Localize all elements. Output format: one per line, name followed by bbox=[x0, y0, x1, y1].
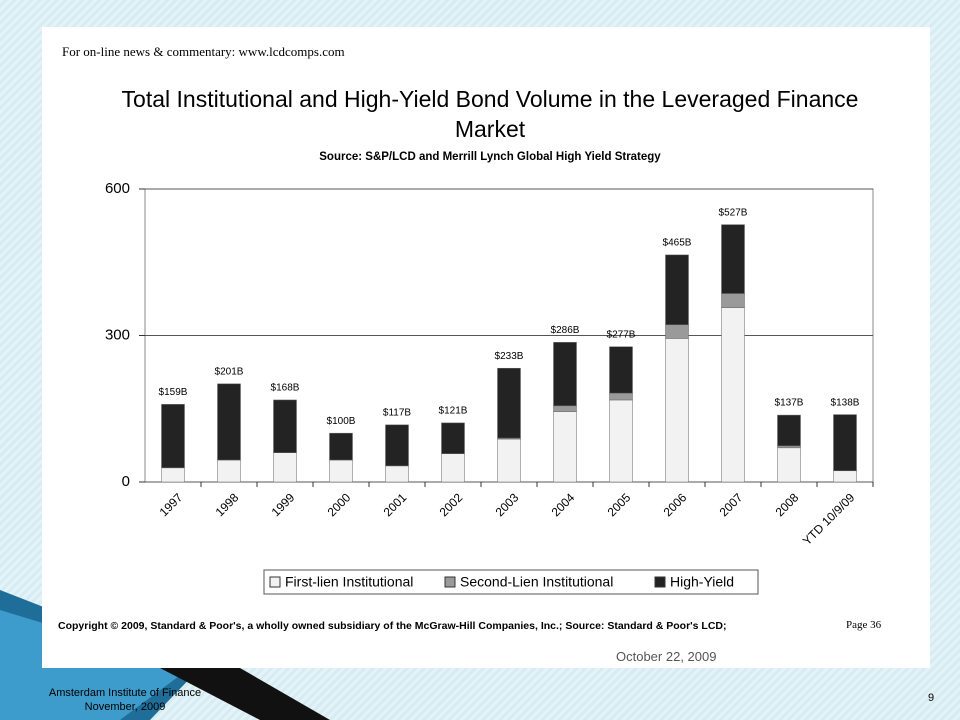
x-tick-label: YTD 10/9/09 bbox=[800, 490, 858, 548]
legend-swatch bbox=[654, 576, 666, 588]
bar-segment bbox=[441, 422, 465, 454]
legend-frame bbox=[263, 569, 759, 595]
x-tick-label: 1999 bbox=[269, 490, 298, 519]
total-label: $286B bbox=[551, 325, 580, 336]
total-label: $168B bbox=[271, 383, 300, 394]
bar-segment bbox=[385, 424, 409, 467]
chart-title: Total Institutional and High-Yield Bond … bbox=[121, 86, 859, 142]
legend-swatch bbox=[269, 576, 281, 588]
footer-line: November, 2009 bbox=[84, 701, 166, 713]
bar-segment bbox=[497, 438, 521, 483]
header-note: For on-line news & commentary: www.lcdco… bbox=[62, 44, 345, 59]
bar-segment bbox=[553, 342, 577, 407]
bar-segment bbox=[609, 399, 633, 483]
bar-segment bbox=[217, 383, 241, 461]
total-label: $100B bbox=[327, 416, 356, 427]
x-tick-label: 2008 bbox=[773, 490, 802, 519]
bar-segment bbox=[665, 254, 689, 326]
total-label: $527B bbox=[719, 207, 748, 218]
total-label: $121B bbox=[439, 406, 468, 417]
bar-segment bbox=[665, 338, 689, 483]
x-tick-label: 1997 bbox=[157, 490, 186, 519]
bar-segment bbox=[833, 414, 857, 472]
legend-label: First-lien Institutional bbox=[285, 574, 413, 590]
bar-segment bbox=[553, 405, 577, 412]
bar-segment bbox=[721, 293, 745, 308]
bar-segment bbox=[777, 414, 801, 447]
x-tick-label: 2006 bbox=[661, 490, 690, 519]
bar-segment bbox=[497, 367, 521, 439]
y-tick-label: 300 bbox=[105, 326, 130, 343]
y-tick-label: 600 bbox=[105, 180, 130, 197]
total-label: $137B bbox=[775, 398, 804, 409]
x-tick-label: 2007 bbox=[717, 490, 746, 519]
date: October 22, 2009 bbox=[616, 649, 717, 664]
bar-segment bbox=[721, 307, 745, 483]
total-label: $117B bbox=[383, 408, 412, 419]
slide-number: 9 bbox=[928, 692, 935, 704]
bar-segment bbox=[553, 411, 577, 483]
document-panel bbox=[42, 27, 930, 668]
footer: Amsterdam Institute of Finance November,… bbox=[25, 686, 225, 714]
total-label: $465B bbox=[663, 238, 692, 249]
total-label: $159B bbox=[159, 387, 188, 398]
bar-segment bbox=[161, 404, 185, 469]
swoosh bbox=[160, 668, 330, 720]
bar-segment bbox=[329, 432, 353, 461]
bar-segment bbox=[721, 224, 745, 294]
page-ref: Page 36 bbox=[846, 619, 882, 631]
bar-segment bbox=[329, 459, 353, 483]
x-tick-label: 2004 bbox=[549, 490, 578, 519]
legend: First-lien Institutional Second-Lien Inst… bbox=[263, 569, 759, 595]
y-tick-label: 0 bbox=[122, 473, 130, 490]
bar-segment bbox=[217, 459, 241, 483]
x-tick-label: 1998 bbox=[213, 490, 242, 519]
footer-line: Amsterdam Institute of Finance bbox=[48, 687, 202, 699]
bar-segment bbox=[273, 452, 297, 483]
legend-label: High-Yield bbox=[670, 574, 734, 590]
total-label: $233B bbox=[495, 351, 524, 362]
total-label: $201B bbox=[215, 366, 244, 377]
x-tick-label: 2001 bbox=[381, 490, 410, 519]
x-tick-label: 2000 bbox=[325, 490, 354, 519]
bar-segment bbox=[777, 445, 801, 449]
total-label: $277B bbox=[607, 329, 636, 340]
bar-segment bbox=[833, 470, 857, 483]
x-tick-label: 2005 bbox=[605, 490, 634, 519]
bar-segment bbox=[385, 465, 409, 483]
legend-label: Second-Lien Institutional bbox=[460, 574, 613, 590]
legend-swatch bbox=[444, 576, 456, 588]
x-tick-label: 2002 bbox=[437, 490, 466, 519]
copyright: Copyright © 2009, Standard & Poor's, a w… bbox=[58, 620, 727, 632]
bar-segment bbox=[441, 453, 465, 483]
bar-segment bbox=[609, 392, 633, 401]
total-label: $138B bbox=[831, 397, 860, 408]
bar-segment bbox=[161, 467, 185, 483]
x-tick-label: 2003 bbox=[493, 490, 522, 519]
chart-subtitle: Source: S&P/LCD and Merrill Lynch Global… bbox=[319, 151, 661, 163]
bar-segment bbox=[609, 346, 633, 394]
bar-segment bbox=[665, 324, 689, 339]
bar-segment bbox=[777, 447, 801, 483]
bar-segment bbox=[273, 399, 297, 453]
